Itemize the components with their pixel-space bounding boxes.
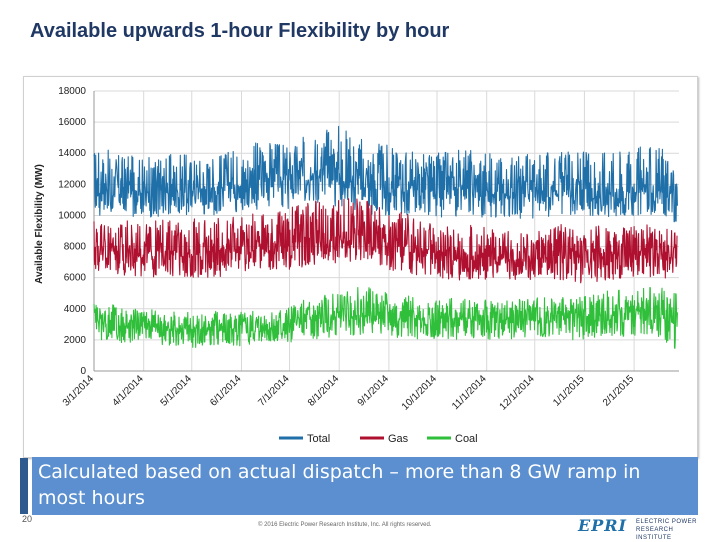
y-tick-label: 18000 bbox=[58, 86, 86, 97]
y-tick-label: 6000 bbox=[64, 273, 87, 284]
x-tick-label: 1/1/2015 bbox=[551, 373, 587, 409]
x-tick-label: 12/1/2014 bbox=[498, 373, 538, 413]
series-line-total bbox=[93, 125, 678, 223]
x-tick-label: 8/1/2014 bbox=[306, 373, 342, 409]
logo-line-1: ELECTRIC POWER bbox=[636, 519, 698, 525]
x-tick-label: 6/1/2014 bbox=[208, 373, 244, 409]
series-line-gas bbox=[93, 198, 678, 284]
legend-label-gas: Gas bbox=[388, 433, 409, 445]
y-tick-label: 16000 bbox=[58, 117, 86, 128]
x-tick-label: 2/1/2015 bbox=[601, 373, 637, 409]
x-tick-label: 3/1/2014 bbox=[61, 373, 97, 409]
x-tick-label: 4/1/2014 bbox=[110, 373, 146, 409]
page-number: 20 bbox=[22, 514, 33, 524]
logo-mark: EPRI bbox=[578, 516, 628, 535]
y-tick-label: 14000 bbox=[58, 148, 86, 159]
callout-accent-bar bbox=[20, 458, 28, 514]
x-tick-label: 5/1/2014 bbox=[159, 373, 195, 409]
y-axis-label: Available Flexibility (MW) bbox=[34, 164, 45, 284]
x-tick-label: 9/1/2014 bbox=[356, 373, 392, 409]
y-tick-label: 10000 bbox=[58, 210, 86, 221]
chart-frame: Available Flexibility (MW) 0 2000 4000 6000… bbox=[23, 76, 698, 458]
y-tick-label: 8000 bbox=[64, 242, 87, 253]
flexibility-line-chart: Available Flexibility (MW) 0 2000 4000 6000… bbox=[34, 86, 679, 445]
copyright-text: © 2016 Electric Power Research Institute… bbox=[258, 522, 432, 528]
slide-title: Available upwards 1-hour Flexibility by … bbox=[30, 20, 450, 42]
legend-label-coal: Coal bbox=[455, 433, 478, 445]
epri-logo: EPRI ELECTRIC POWER RESEARCH INSTITUTE bbox=[578, 516, 708, 541]
y-tick-label: 0 bbox=[80, 366, 86, 377]
x-tick-label: 7/1/2014 bbox=[256, 373, 292, 409]
logo-subtitle: ELECTRIC POWER RESEARCH INSTITUTE bbox=[636, 518, 708, 542]
callout-box: Calculated based on actual dispatch – mo… bbox=[32, 457, 698, 515]
x-tick-label: 10/1/2014 bbox=[400, 373, 440, 413]
y-tick-label: 2000 bbox=[64, 335, 87, 346]
x-tick-label: 11/1/2014 bbox=[450, 373, 489, 412]
y-tick-label: 4000 bbox=[64, 304, 87, 315]
series-line-coal bbox=[93, 286, 678, 349]
logo-line-2: RESEARCH INSTITUTE bbox=[636, 527, 674, 541]
legend-label-total: Total bbox=[307, 433, 330, 445]
y-tick-label: 12000 bbox=[58, 179, 86, 190]
